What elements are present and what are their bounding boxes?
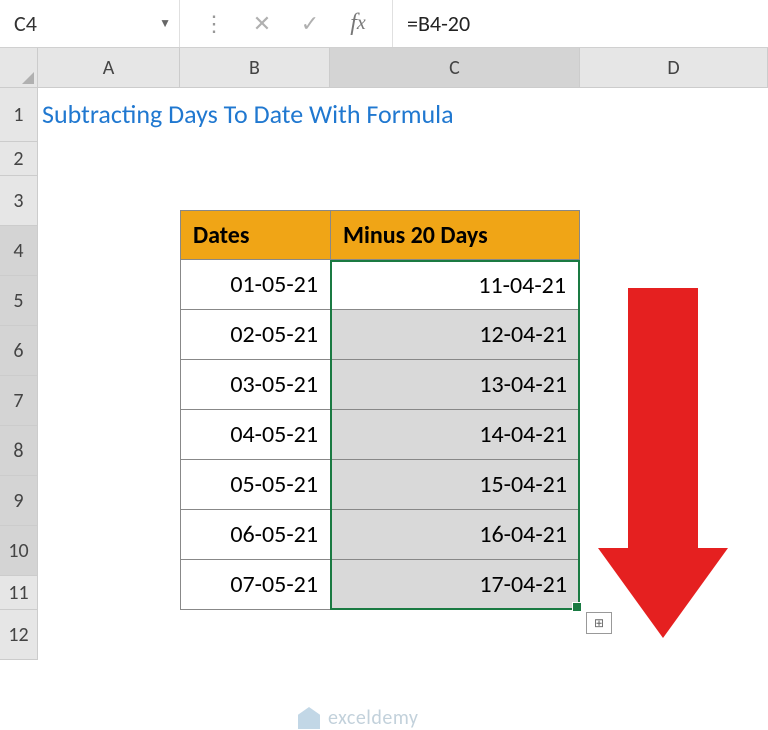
row-header-12[interactable]: 12 bbox=[0, 610, 38, 660]
page-title: Subtracting Days To Date With Formula bbox=[42, 98, 454, 130]
table-row: 03-05-21 13-04-21 bbox=[180, 360, 580, 410]
table-row: 04-05-21 14-04-21 bbox=[180, 410, 580, 460]
cancel-icon[interactable]: ✕ bbox=[238, 0, 286, 48]
watermark: exceldemy bbox=[298, 706, 418, 730]
table-row: 07-05-21 17-04-21 bbox=[180, 560, 580, 610]
spreadsheet-grid: A B C D 1 2 3 4 5 6 7 8 9 10 11 12 Subtr… bbox=[0, 48, 768, 695]
row-header-9[interactable]: 9 bbox=[0, 476, 38, 526]
more-icon: ⋮ bbox=[190, 0, 238, 48]
cell-minus[interactable]: 17-04-21 bbox=[330, 560, 580, 610]
confirm-icon[interactable]: ✓ bbox=[286, 0, 334, 48]
formula-bar: C4 ▼ ⋮ ✕ ✓ fx =B4-20 bbox=[0, 0, 768, 48]
cell-minus[interactable]: 12-04-21 bbox=[330, 310, 580, 360]
cell-minus[interactable]: 15-04-21 bbox=[330, 460, 580, 510]
row-headers: 1 2 3 4 5 6 7 8 9 10 11 12 bbox=[0, 88, 38, 695]
watermark-text: exceldemy bbox=[328, 706, 418, 730]
col-header-A[interactable]: A bbox=[38, 48, 180, 88]
cell-dates[interactable]: 01-05-21 bbox=[180, 260, 330, 310]
fx-icon[interactable]: fx bbox=[334, 0, 382, 48]
row-header-6[interactable]: 6 bbox=[0, 326, 38, 376]
row-header-2[interactable]: 2 bbox=[0, 142, 38, 176]
cell-dates[interactable]: 02-05-21 bbox=[180, 310, 330, 360]
formula-text: =B4-20 bbox=[407, 10, 470, 37]
cell-reference: C4 bbox=[14, 10, 37, 37]
cell-minus[interactable]: 13-04-21 bbox=[330, 360, 580, 410]
select-all-corner[interactable] bbox=[0, 48, 38, 88]
cell-dates[interactable]: 05-05-21 bbox=[180, 460, 330, 510]
row-header-10[interactable]: 10 bbox=[0, 526, 38, 576]
cell-dates[interactable]: 06-05-21 bbox=[180, 510, 330, 560]
row-header-7[interactable]: 7 bbox=[0, 376, 38, 426]
row-header-4[interactable]: 4 bbox=[0, 226, 38, 276]
name-box-dropdown-icon[interactable]: ▼ bbox=[159, 16, 171, 31]
table-row: 05-05-21 15-04-21 bbox=[180, 460, 580, 510]
row-header-8[interactable]: 8 bbox=[0, 426, 38, 476]
formula-bar-controls: ⋮ ✕ ✓ fx bbox=[180, 0, 392, 48]
table-header-row: Dates Minus 20 Days bbox=[180, 210, 580, 260]
th-minus[interactable]: Minus 20 Days bbox=[330, 210, 580, 260]
cell-minus[interactable]: 16-04-21 bbox=[330, 510, 580, 560]
cell-dates[interactable]: 04-05-21 bbox=[180, 410, 330, 460]
col-header-C[interactable]: C bbox=[330, 48, 580, 88]
table-row: 02-05-21 12-04-21 bbox=[180, 310, 580, 360]
watermark-icon bbox=[298, 707, 320, 729]
name-box[interactable]: C4 ▼ bbox=[0, 0, 180, 47]
active-cell[interactable]: 11-04-21 bbox=[332, 262, 578, 308]
col-header-B[interactable]: B bbox=[180, 48, 330, 88]
col-header-D[interactable]: D bbox=[580, 48, 768, 88]
row-header-3[interactable]: 3 bbox=[0, 176, 38, 226]
cells-area[interactable]: Subtracting Days To Date With Formula Da… bbox=[38, 88, 768, 695]
row-header-1[interactable]: 1 bbox=[0, 88, 38, 142]
table-row: 06-05-21 16-04-21 bbox=[180, 510, 580, 560]
row-header-11[interactable]: 11 bbox=[0, 576, 38, 610]
column-headers: A B C D bbox=[0, 48, 768, 88]
cell-dates[interactable]: 07-05-21 bbox=[180, 560, 330, 610]
cell-dates[interactable]: 03-05-21 bbox=[180, 360, 330, 410]
annotation-arrow bbox=[628, 288, 728, 638]
th-dates[interactable]: Dates bbox=[180, 210, 330, 260]
formula-input[interactable]: =B4-20 bbox=[392, 0, 768, 47]
row-header-5[interactable]: 5 bbox=[0, 276, 38, 326]
cell-minus[interactable]: 14-04-21 bbox=[330, 410, 580, 460]
